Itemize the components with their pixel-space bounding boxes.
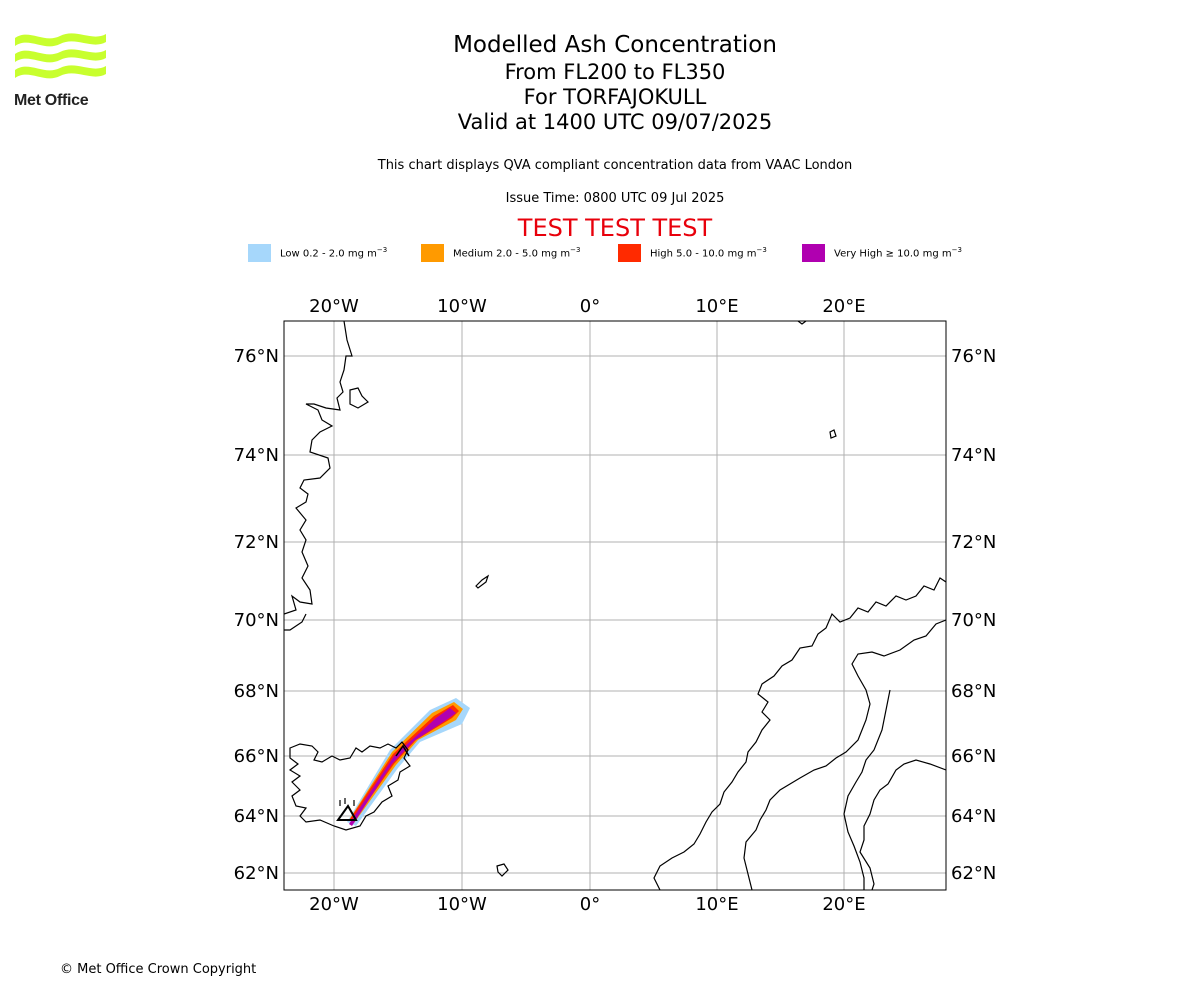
faroe-islands [496, 863, 509, 877]
lat-label-right-70n: 70°N [951, 610, 996, 631]
copyright-notice: © Met Office Crown Copyright [60, 962, 257, 977]
lat-label-left-68n: 68°N [234, 681, 279, 702]
lat-label-left-64n: 64°N [234, 806, 279, 827]
lat-label-left-72n: 72°N [234, 532, 279, 553]
lat-label-right-76n: 76°N [951, 346, 996, 367]
valid-time: Valid at 1400 UTC 09/07/2025 [457, 110, 773, 134]
qva-description: This chart displays QVA compliant concen… [377, 158, 853, 173]
greenland-small-island-1 [349, 387, 369, 409]
graticule [284, 321, 946, 890]
map-frame [283, 320, 947, 891]
lat-label-right-66n: 66°N [951, 746, 996, 767]
lon-label-top-20e: 20°E [822, 296, 865, 317]
bear-island [829, 429, 837, 439]
map-frame-background [284, 321, 946, 890]
lon-label-bottom-0: 0° [580, 894, 600, 915]
lon-label-bottom-20w: 20°W [309, 894, 359, 915]
lat-label-right-62n: 62°N [951, 863, 996, 884]
lon-label-top-20w: 20°W [309, 296, 359, 317]
greenland-coast [284, 321, 353, 615]
jan-mayen-island [475, 574, 490, 589]
chart-title: Modelled Ash Concentration [453, 32, 777, 58]
legend-label-low: Low 0.2 - 2.0 mg m [280, 248, 377, 260]
lat-label-right-64n: 64°N [951, 806, 996, 827]
svalbard-tip [797, 321, 807, 325]
legend-item-high: High 5.0 - 10.0 mg m−3 [618, 244, 767, 262]
lat-label-left-74n: 74°N [234, 445, 279, 466]
legend-item-low: Low 0.2 - 2.0 mg m−3 [248, 244, 387, 262]
plume-release-marker-icon [395, 744, 410, 757]
test-banner: TEST TEST TEST [517, 214, 713, 242]
lon-label-bottom-10w: 10°W [437, 894, 487, 915]
legend-swatch-low [248, 244, 271, 262]
lon-label-top-10e: 10°E [695, 296, 738, 317]
lat-label-right-74n: 74°N [951, 445, 996, 466]
legend-unit-exponent: −3 [951, 246, 962, 255]
lon-label-top-0: 0° [580, 296, 600, 317]
met-office-wave-icon [15, 33, 106, 79]
legend-label-high: High 5.0 - 10.0 mg m [650, 248, 757, 260]
lat-label-right-72n: 72°N [951, 532, 996, 553]
sweden-coast [843, 689, 891, 890]
legend-unit-exponent: −3 [570, 246, 581, 255]
ash-plume [347, 698, 470, 826]
logo-text: Met Office [14, 92, 89, 109]
legend-unit-exponent: −3 [756, 246, 767, 255]
chart-title-block: Modelled Ash Concentration From FL200 to… [315, 30, 915, 135]
lat-label-left-62n: 62°N [234, 863, 279, 884]
norway-sweden-border [743, 619, 946, 890]
greenland-small-island-2 [284, 613, 307, 631]
legend-swatch-high [618, 244, 641, 262]
lat-label-left-70n: 70°N [234, 610, 279, 631]
lat-label-left-76n: 76°N [234, 346, 279, 367]
volcano-triangle-icon [336, 798, 358, 821]
legend-label-medium: Medium 2.0 - 5.0 mg m [453, 248, 571, 260]
met-office-logo: Met Office [14, 30, 108, 112]
legend-label-very-high: Very High ≥ 10.0 mg m [834, 248, 952, 260]
lon-label-bottom-10e: 10°E [695, 894, 738, 915]
lon-label-top-10w: 10°W [437, 296, 487, 317]
lon-label-bottom-20e: 20°E [822, 894, 865, 915]
legend-item-medium: Medium 2.0 - 5.0 mg m−3 [421, 244, 580, 262]
flight-level-range: From FL200 to FL350 [504, 60, 726, 84]
ash-very-high-concentration [349, 708, 456, 826]
legend-unit-exponent: −3 [376, 246, 388, 255]
issue-time: Issue Time: 0800 UTC 09 Jul 2025 [505, 191, 725, 206]
legend-swatch-very-high [802, 244, 825, 262]
lat-label-left-66n: 66°N [234, 746, 279, 767]
legend-item-very-high: Very High ≥ 10.0 mg m−3 [802, 244, 962, 262]
legend-swatch-medium [421, 244, 444, 262]
lat-label-right-68n: 68°N [951, 681, 996, 702]
volcano-name: For TORFAJOKULL [523, 85, 707, 109]
coastlines [284, 321, 946, 890]
iceland-coast [288, 741, 411, 831]
ash-low-concentration [347, 698, 470, 826]
norway-coast [653, 577, 946, 890]
finland-coast [859, 759, 946, 890]
